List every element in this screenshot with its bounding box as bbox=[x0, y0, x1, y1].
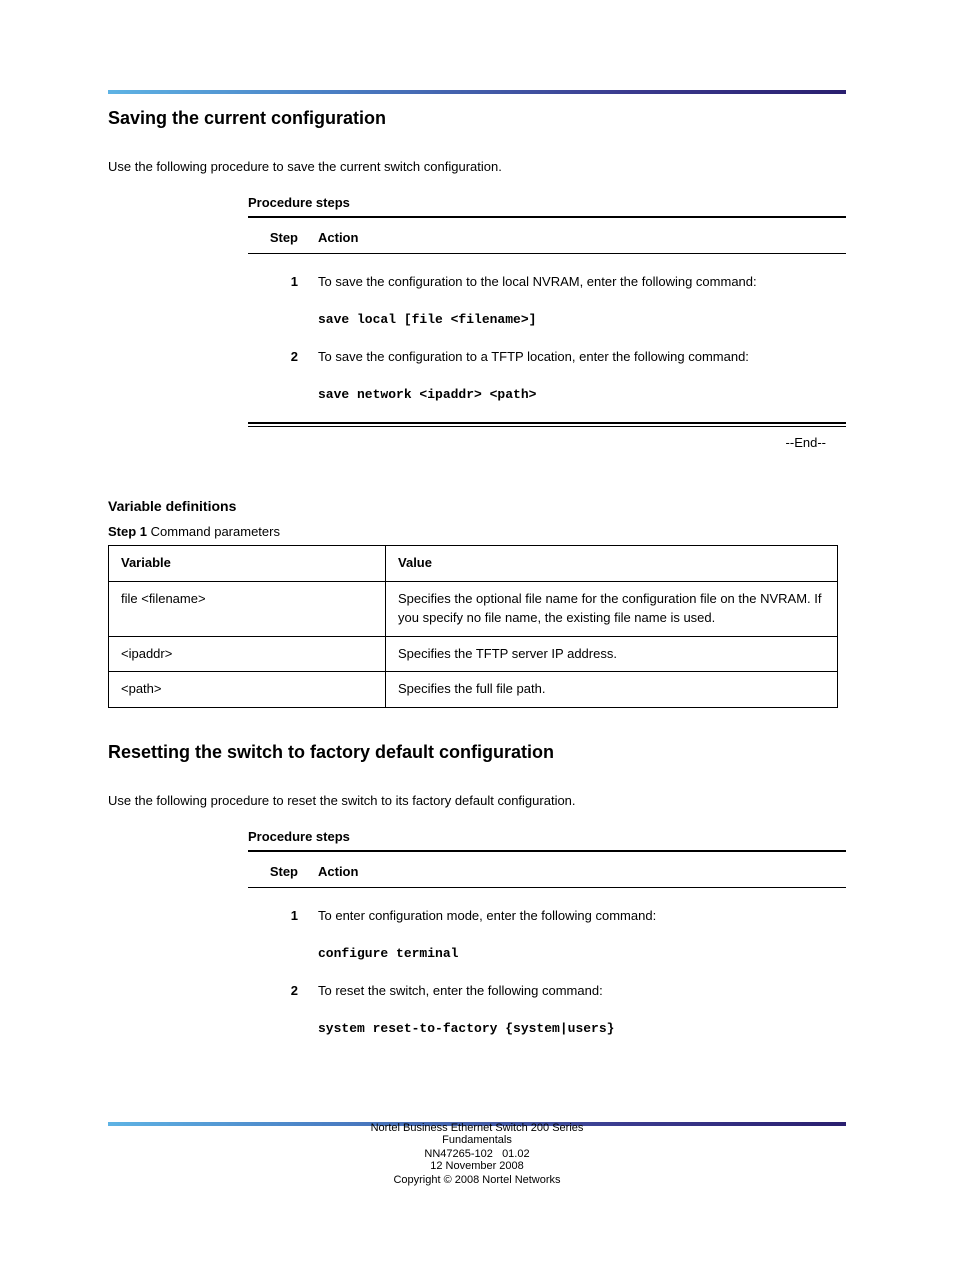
section-heading-reset-factory: Resetting the switch to factory default … bbox=[108, 742, 846, 763]
step-number-1-2: 2 bbox=[248, 347, 298, 367]
step-cmd-2-2: system reset-to-factory {system|users} bbox=[318, 1019, 846, 1039]
step-col-header-2: Step bbox=[248, 862, 298, 882]
intro-save-config: Use the following procedure to save the … bbox=[108, 157, 846, 177]
table-row: <path> Specifies the full file path. bbox=[109, 672, 838, 708]
step-number-1-1: 1 bbox=[248, 272, 298, 292]
footer-date: 12 November 2008 bbox=[108, 1160, 846, 1172]
step-text-1-2: To save the configuration to a TFTP loca… bbox=[318, 347, 846, 367]
variable-definitions-table: Variable Value file <filename> Specifies… bbox=[108, 545, 838, 708]
table-header-value: Value bbox=[386, 546, 838, 582]
step-number-2-2: 2 bbox=[248, 981, 298, 1001]
end-marker-1: --End-- bbox=[248, 435, 846, 450]
step-number-2-1: 1 bbox=[248, 906, 298, 926]
rule-thin-1b bbox=[248, 426, 846, 427]
table-header-row: Variable Value bbox=[109, 546, 838, 582]
table-cell-var-2: <path> bbox=[109, 672, 386, 708]
action-col-header-1: Action bbox=[298, 228, 846, 248]
step-cmd-2-1: configure terminal bbox=[318, 944, 846, 964]
variable-definitions-heading: Variable definitions bbox=[108, 498, 846, 514]
intro-reset-factory: Use the following procedure to reset the… bbox=[108, 791, 846, 811]
step-col-header-1: Step bbox=[248, 228, 298, 248]
rule-thick-1b bbox=[248, 422, 846, 424]
footer-center-title: Nortel Business Ethernet Switch 200 Seri… bbox=[108, 1122, 846, 1134]
procedure-steps-heading-2: Procedure steps bbox=[248, 829, 846, 844]
footer-copyright: Copyright © 2008 Nortel Networks bbox=[108, 1174, 846, 1186]
step-cmd-1-2: save network <ipaddr> <path> bbox=[318, 385, 846, 405]
table-header-variable: Variable bbox=[109, 546, 386, 582]
table-caption: Step 1 Command parameters bbox=[108, 524, 846, 539]
footer-release: 01.02 bbox=[502, 1148, 530, 1160]
table-caption-left: Step 1 bbox=[108, 524, 147, 539]
table-cell-var-1: <ipaddr> bbox=[109, 636, 386, 672]
table-cell-val-0: Specifies the optional file name for the… bbox=[386, 581, 838, 636]
action-col-header-2: Action bbox=[298, 862, 846, 882]
table-cell-val-1: Specifies the TFTP server IP address. bbox=[386, 636, 838, 672]
footer-center: Nortel Business Ethernet Switch 200 Seri… bbox=[108, 1122, 846, 1186]
table-caption-right: Command parameters bbox=[151, 524, 280, 539]
step-text-1-1: To save the configuration to the local N… bbox=[318, 272, 846, 292]
rule-thick-1 bbox=[248, 216, 846, 218]
footer-doc-number: NN47265-102 bbox=[424, 1148, 493, 1160]
step-text-2-2: To reset the switch, enter the following… bbox=[318, 981, 846, 1001]
top-gradient-rule bbox=[108, 90, 846, 94]
section-heading-save-config: Saving the current configuration bbox=[108, 108, 846, 129]
rule-thick-2 bbox=[248, 850, 846, 852]
procedure-steps-heading-1: Procedure steps bbox=[248, 195, 846, 210]
table-row: file <filename> Specifies the optional f… bbox=[109, 581, 838, 636]
step-cmd-1-1: save local [file <filename>] bbox=[318, 310, 846, 330]
table-row: <ipaddr> Specifies the TFTP server IP ad… bbox=[109, 636, 838, 672]
table-cell-val-2: Specifies the full file path. bbox=[386, 672, 838, 708]
rule-thin-1 bbox=[248, 253, 846, 254]
table-cell-var-0: file <filename> bbox=[109, 581, 386, 636]
step-text-2-1: To enter configuration mode, enter the f… bbox=[318, 906, 846, 926]
rule-thin-2 bbox=[248, 887, 846, 888]
footer-center-sub: Fundamentals bbox=[108, 1134, 846, 1146]
